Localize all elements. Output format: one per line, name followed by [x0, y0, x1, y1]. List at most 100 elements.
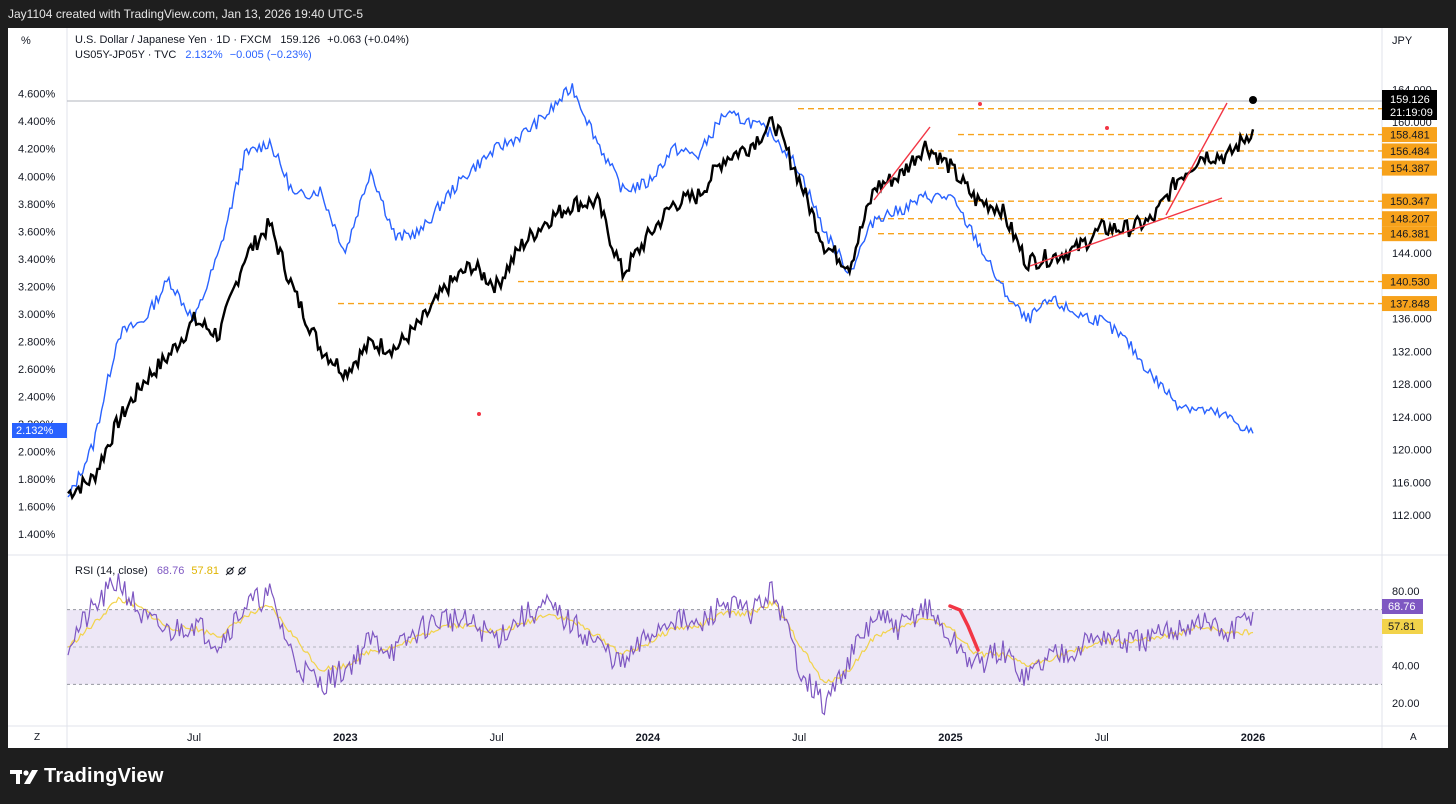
spread-series-line: [67, 83, 1254, 498]
level-tag: 154.387: [1382, 160, 1437, 176]
rsi-ma-line: [67, 596, 1254, 684]
time-axis-tick-label: 2023: [333, 732, 357, 744]
right-axis-tick-label: 128.000: [1392, 379, 1432, 391]
rsi-ma-value: 57.81: [1388, 621, 1416, 633]
svg-text:U.S. Dollar / Japanese Yen · 1: U.S. Dollar / Japanese Yen · 1D · FXCM 1…: [75, 34, 409, 46]
usdjpy-legend-title: U.S. Dollar / Japanese Yen · 1D · FXCM: [75, 34, 271, 46]
time-axis-tick-label: Jul: [490, 732, 504, 744]
level-tag: 146.381: [1382, 226, 1437, 242]
time-axis-tick-label: 2026: [1241, 732, 1265, 744]
right-axis-tick-label: 120.000: [1392, 445, 1432, 457]
top-bar: Jay1104 created with TradingView.com, Ja…: [0, 0, 1456, 28]
left-axis-tick-label: 2.400%: [18, 392, 56, 404]
left-axis-tick-label: 4.600%: [18, 89, 56, 101]
left-axis-tick-label: 4.000%: [18, 171, 56, 183]
annotation-dot: [477, 412, 481, 416]
rsi-band: [67, 609, 1382, 685]
level-tag: 140.530: [1382, 274, 1437, 290]
left-axis-tick-label: 2.000%: [18, 447, 56, 459]
spread-last-value: 2.132%: [16, 425, 54, 437]
spread-legend-value: 2.132%: [185, 49, 223, 61]
level-tag: 150.347: [1382, 193, 1437, 209]
rsi-legend-title: RSI (14, close): [75, 565, 148, 577]
level-tag-value: 154.387: [1390, 163, 1430, 175]
right-axis-tick-label: 136.000: [1392, 314, 1432, 326]
usdjpy-legend[interactable]: U.S. Dollar / Japanese Yen · 1D · FXCM 1…: [75, 34, 409, 46]
rsi-highlight: [948, 604, 980, 652]
level-tag: 148.207: [1382, 211, 1437, 227]
level-tag: 156.484: [1382, 143, 1437, 159]
level-tag: 158.481: [1382, 127, 1437, 143]
right-axis-tick-label: 144.000: [1392, 248, 1432, 260]
svg-text:US05Y-JP05Y · TVC 2.13: US05Y-JP05Y · TVC 2.132% −0.005 (−0.23%): [75, 49, 312, 61]
spread-legend-title: US05Y-JP05Y · TVC: [75, 49, 176, 61]
trendline-2: [1029, 197, 1223, 267]
rsi-axis-tick-label: 20.00: [1392, 698, 1420, 710]
chart-svg[interactable]: % JPY 4.600% 4.400% 4.200% 4.000% 3.800% 3.60…: [8, 28, 1448, 748]
rsi-axis-ticks: 80.00 40.00 20.00: [1392, 586, 1420, 710]
rsi-legend-ma: 57.81: [191, 565, 219, 577]
level-tag-value: 146.381: [1390, 229, 1430, 241]
right-axis-tick-label: 112.000: [1392, 510, 1431, 522]
level-tag: 137.848: [1382, 296, 1437, 312]
rsi-legend[interactable]: RSI (14, close) 68.76 57.81: [75, 565, 247, 577]
eye-off-icon[interactable]: [237, 566, 247, 576]
usdjpy-legend-change: +0.063 (+0.04%): [327, 34, 409, 46]
left-axis-tick-label: 2.600%: [18, 364, 56, 376]
time-axis-tick-label: 2025: [938, 732, 962, 744]
left-axis-tick-label: 3.400%: [18, 254, 56, 266]
rsi-axis-tick-label: 40.00: [1392, 661, 1420, 673]
bar-countdown: 21:19:09: [1390, 107, 1433, 119]
right-axis-ticks: 164.000160.000144.000136.000132.000128.0…: [1392, 84, 1432, 522]
chart-panel[interactable]: % JPY 4.600% 4.400% 4.200% 4.000% 3.800% 3.60…: [8, 28, 1448, 748]
rsi-value-tag: 68.76: [1382, 599, 1423, 614]
svg-text:RSI (14, close) 68.76: RSI (14, close) 68.76 57.81: [75, 565, 219, 577]
chart-author-caption: Jay1104 created with TradingView.com, Ja…: [8, 7, 364, 21]
time-axis-ticks: Jul 2023 Jul 2024 Jul 2025 Jul 2026: [187, 732, 1265, 744]
time-axis-tick-label: Jul: [1095, 732, 1109, 744]
right-axis-unit: JPY: [1392, 35, 1413, 47]
spread-legend-change: −0.005 (−0.23%): [230, 49, 312, 61]
trendline-1: [873, 126, 931, 201]
rsi-line: [67, 573, 1254, 716]
right-axis-tick-label: 160.000: [1392, 117, 1432, 129]
left-axis-tick-label: 1.800%: [18, 474, 56, 486]
rsi-axis-tick-label: 80.00: [1392, 586, 1420, 598]
last-price-tag: 159.126 21:19:09: [1382, 90, 1437, 120]
time-axis-tick-label: Jul: [792, 732, 806, 744]
eye-off-icon[interactable]: [225, 566, 235, 576]
left-axis-ticks: 4.600% 4.400% 4.200% 4.000% 3.800% 3.600% 3.40…: [18, 89, 56, 542]
left-axis-tick-label: 3.800%: [18, 199, 56, 211]
spread-legend[interactable]: US05Y-JP05Y · TVC 2.132% −0.005 (−0.23%): [75, 49, 312, 61]
level-tag-value: 148.207: [1390, 214, 1430, 226]
left-axis-tick-label: 3.200%: [18, 281, 56, 293]
level-tag-value: 150.347: [1390, 196, 1430, 208]
left-axis-tick-label: 3.000%: [18, 309, 56, 321]
level-tag-value: 156.484: [1390, 146, 1430, 158]
level-tag-value: 158.481: [1390, 130, 1430, 142]
spread-last-tag: 2.132%: [12, 423, 67, 438]
trendline-3: [1165, 102, 1228, 216]
level-tags: 161.638158.481156.484154.387150.347148.2…: [1382, 101, 1437, 312]
left-axis-tick-label: 1.600%: [18, 502, 56, 514]
tradingview-wordmark: TradingView: [44, 765, 164, 787]
right-axis-tick-label: 124.000: [1392, 412, 1432, 424]
time-axis-tick-label: 2024: [636, 732, 661, 744]
usdjpy-series-line: [67, 115, 1255, 501]
last-price-value: 159.126: [1390, 94, 1430, 106]
auto-scale-right[interactable]: A: [1410, 732, 1417, 743]
level-tag-value: 140.530: [1390, 277, 1430, 289]
usdjpy-legend-value: 159.126: [280, 34, 320, 46]
time-axis-tick-label: Jul: [187, 732, 201, 744]
right-axis-tick-label: 132.000: [1392, 346, 1432, 358]
level-lines: [338, 108, 1382, 305]
auto-scale-left[interactable]: Z: [34, 732, 40, 743]
left-axis-tick-label: 2.800%: [18, 336, 56, 348]
annotation-dot: [1105, 126, 1109, 130]
rsi-value: 68.76: [1388, 601, 1416, 613]
tradingview-logo-icon: [10, 770, 38, 784]
left-axis-tick-label: 1.400%: [18, 529, 56, 541]
rsi-legend-value: 68.76: [157, 565, 185, 577]
left-axis-tick-label: 4.400%: [18, 116, 56, 128]
annotation-dot: [978, 102, 982, 106]
